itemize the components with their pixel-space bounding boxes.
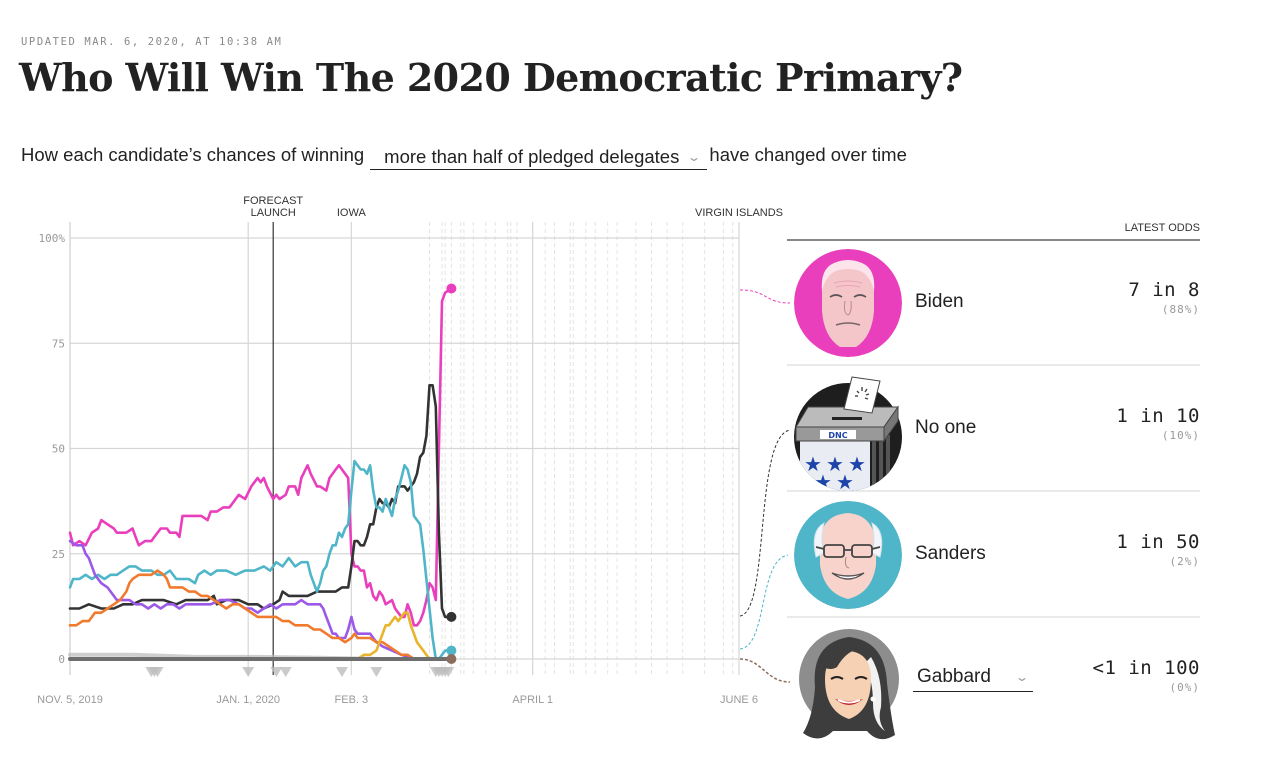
y-tick-label: 75 bbox=[52, 337, 65, 350]
odds-percent: (10%) bbox=[1161, 429, 1200, 442]
subtitle-text-before: How each candidate’s chances of winning bbox=[21, 144, 365, 165]
odds-fraction: <1 in 100 bbox=[1092, 657, 1200, 679]
y-tick-label: 0 bbox=[58, 653, 65, 666]
y-tick-label: 100% bbox=[39, 232, 66, 245]
event-label: LAUNCH bbox=[251, 207, 296, 219]
debate-marker-icon bbox=[151, 667, 164, 677]
candidate-name: Biden bbox=[915, 291, 964, 312]
avatar-no-one: ★ ★ ★ ★ ★ DNC bbox=[794, 375, 902, 491]
debate-marker-icon bbox=[270, 667, 283, 677]
debate-marker-icon bbox=[442, 667, 455, 677]
series-end-dot-biden bbox=[446, 283, 457, 294]
gabbard-caricature-icon bbox=[799, 629, 899, 740]
candidate-row-no-one: ★ ★ ★ ★ ★ DNC No one 1 in 10 (10%) bbox=[787, 366, 1200, 492]
x-tick-label: JAN. 1, 2020 bbox=[216, 694, 280, 706]
connector-no-one bbox=[739, 429, 791, 617]
debate-marker-icon bbox=[370, 667, 383, 677]
avatar-biden bbox=[794, 249, 902, 357]
y-tick-label: 25 bbox=[52, 548, 65, 561]
updated-timestamp: UPDATED MAR. 6, 2020, AT 10:38 AM bbox=[21, 36, 283, 48]
x-tick-label: APRIL 1 bbox=[512, 694, 553, 706]
y-tick-label: 50 bbox=[52, 443, 65, 456]
series-end-dot-no-one bbox=[446, 611, 457, 622]
svg-text:★: ★ bbox=[826, 452, 844, 476]
candidate-name: Sanders bbox=[915, 543, 986, 564]
svg-text:★: ★ bbox=[836, 470, 854, 491]
sanders-caricature-icon bbox=[794, 501, 902, 609]
candidate-name: No one bbox=[915, 417, 977, 438]
series-line-buttigieg bbox=[68, 569, 453, 661]
connector-sanders bbox=[739, 554, 789, 650]
event-label: IOWA bbox=[337, 207, 367, 219]
chevron-down-icon: ⌄ bbox=[687, 149, 702, 164]
chart-subtitle: How each candidate’s chances of winning … bbox=[21, 144, 907, 170]
odds-fraction: 1 in 10 bbox=[1116, 405, 1200, 427]
chart-axes: 100% 75 50 25 0 NOV. 5, 2019 JAN. 1, 2020 FEB. … bbox=[37, 232, 758, 706]
connector-gabbard bbox=[739, 658, 791, 683]
series-end-dot-sanders bbox=[446, 645, 457, 656]
svg-text:★: ★ bbox=[848, 452, 866, 476]
candidate-odds: 1 in 50 (2%) bbox=[1116, 531, 1200, 568]
series-end-dot-gabbard bbox=[446, 654, 457, 664]
ballot-box-dnc-icon: ★ ★ ★ ★ ★ DNC bbox=[794, 376, 902, 491]
event-label: VIRGIN ISLANDS bbox=[695, 207, 783, 219]
page-title: Who Will Win The 2020 Democratic Primary… bbox=[19, 55, 963, 100]
avatar-sanders bbox=[794, 501, 902, 609]
subtitle-text-after: have changed over time bbox=[709, 144, 907, 165]
chart-series bbox=[68, 283, 457, 664]
candidate-row-sanders: Sanders 1 in 50 (2%) bbox=[787, 492, 1200, 618]
candidate-odds: 7 in 8 (88%) bbox=[1128, 279, 1200, 316]
candidate-row-biden: Biden 7 in 8 (88%) bbox=[787, 240, 1200, 366]
svg-text:★: ★ bbox=[804, 452, 822, 476]
svg-text:DNC: DNC bbox=[828, 431, 847, 440]
candidate-select-value: Gabbard bbox=[917, 666, 991, 687]
x-tick-label: FEB. 3 bbox=[335, 694, 369, 706]
odds-fraction: 1 in 50 bbox=[1116, 531, 1200, 553]
chart-date-markers bbox=[145, 667, 455, 677]
odds-percent: (0%) bbox=[1169, 681, 1200, 694]
series-line-warren bbox=[68, 539, 453, 661]
odds-line-chart: 100% 75 50 25 0 NOV. 5, 2019 JAN. 1, 2020 FEB. … bbox=[37, 195, 783, 706]
debate-marker-icon bbox=[242, 667, 255, 677]
outcome-select[interactable]: more than half of pledged delegates ⌄ bbox=[370, 144, 708, 170]
candidate-odds: 1 in 10 (10%) bbox=[1116, 405, 1200, 442]
odds-percent: (2%) bbox=[1169, 555, 1200, 568]
odds-percent: (88%) bbox=[1161, 303, 1200, 316]
candidate-select-gabbard[interactable]: Gabbard ⌄ bbox=[913, 666, 1033, 692]
debate-marker-icon bbox=[335, 667, 348, 677]
odds-fraction: 7 in 8 bbox=[1128, 279, 1200, 301]
connector-biden bbox=[739, 289, 791, 304]
avatar-gabbard bbox=[797, 627, 905, 740]
svg-text:★: ★ bbox=[814, 470, 832, 491]
series-line-no-one bbox=[68, 384, 453, 619]
event-label: FORECAST bbox=[243, 195, 303, 207]
candidate-row-gabbard: Gabbard ⌄ <1 in 100 (0%) bbox=[787, 618, 1200, 744]
x-tick-label: JUNE 6 bbox=[720, 694, 758, 706]
biden-caricature-icon bbox=[794, 249, 902, 357]
legend-connectors bbox=[739, 289, 791, 683]
latest-odds-header: LATEST ODDS bbox=[787, 222, 1200, 241]
debate-marker-icon bbox=[279, 667, 292, 677]
chart-grid bbox=[69, 222, 740, 675]
candidate-odds: <1 in 100 (0%) bbox=[1093, 657, 1200, 694]
chevron-down-icon: ⌄ bbox=[1014, 670, 1030, 684]
series-line-biden bbox=[68, 287, 453, 627]
x-tick-label: NOV. 5, 2019 bbox=[37, 694, 103, 706]
outcome-select-value: more than half of pledged delegates bbox=[384, 145, 680, 167]
series-line-sanders bbox=[68, 459, 453, 661]
